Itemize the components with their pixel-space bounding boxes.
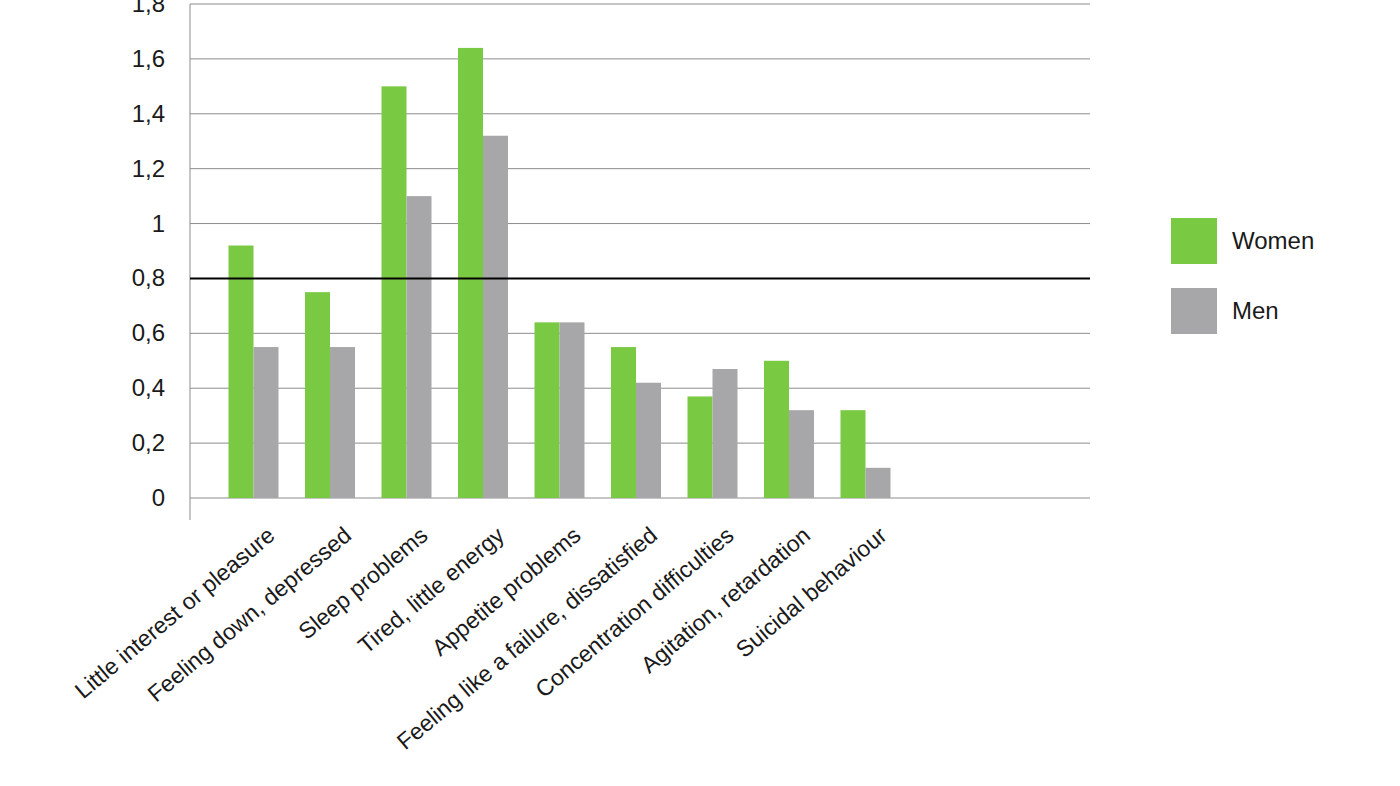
bar xyxy=(535,322,560,498)
bar xyxy=(764,361,789,498)
y-tick-label: 0 xyxy=(152,484,165,511)
y-tick-labels: 0 0,2 0,4 0,6 0,8 1 1,2 1,4 1,6 1,8 xyxy=(132,0,165,511)
bar xyxy=(688,396,713,498)
bar xyxy=(611,347,636,498)
bars xyxy=(229,48,891,498)
grid-line xyxy=(190,113,1090,114)
legend-swatch xyxy=(1171,288,1217,334)
legend: Women Men xyxy=(1171,218,1314,334)
x-tick-label: Suicidal behaviour xyxy=(731,522,892,663)
x-tick-labels: Little interest or pleasureFeeling down,… xyxy=(70,521,892,754)
y-tick-label: 1,2 xyxy=(132,155,165,182)
bar xyxy=(866,468,891,498)
y-axis xyxy=(190,4,191,520)
bar xyxy=(841,410,866,498)
chart: 0 0,2 0,4 0,6 0,8 1 1,2 1,4 1,6 1,8 Little interes… xyxy=(0,0,1400,786)
y-tick-label: 1,8 xyxy=(132,0,165,17)
grid xyxy=(190,4,1090,498)
x-tick-label: Sleep problems xyxy=(293,522,432,645)
bar xyxy=(305,292,330,498)
bar xyxy=(382,86,407,498)
legend-label: Women xyxy=(1232,227,1314,254)
grid-line xyxy=(190,58,1090,59)
reference-line xyxy=(190,277,1090,279)
bar xyxy=(636,383,661,498)
bar xyxy=(560,322,585,498)
bar xyxy=(713,369,738,498)
legend-swatch xyxy=(1171,218,1217,264)
y-tick-label: 1,6 xyxy=(132,45,165,72)
y-tick-label: 1,4 xyxy=(132,100,165,127)
bar xyxy=(254,347,279,498)
grid-line xyxy=(190,168,1090,169)
grid-line xyxy=(190,4,1090,5)
grid-line xyxy=(190,278,1090,279)
y-tick-label: 0,8 xyxy=(132,264,165,291)
grid-line xyxy=(190,223,1090,224)
bar xyxy=(229,246,254,498)
y-tick-label: 1 xyxy=(152,210,165,237)
bar xyxy=(330,347,355,498)
bar xyxy=(407,196,432,498)
y-tick-label: 0,4 xyxy=(132,374,165,401)
bar xyxy=(483,136,508,498)
y-tick-label: 0,6 xyxy=(132,319,165,346)
legend-label: Men xyxy=(1232,297,1279,324)
bar xyxy=(458,48,483,498)
bar xyxy=(789,410,814,498)
y-tick-label: 0,2 xyxy=(132,429,165,456)
